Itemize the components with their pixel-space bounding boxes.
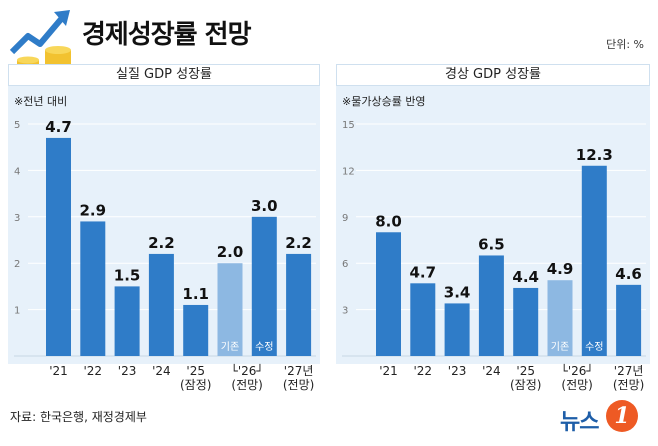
bar	[581, 165, 607, 356]
value-label: 1.5	[114, 266, 141, 284]
chart-title: 실질 GDP 성장률	[8, 64, 320, 86]
unit-label: 단위: %	[606, 38, 644, 51]
bar-inner-label: 기존	[221, 341, 239, 353]
value-label: 3.0	[251, 197, 278, 215]
value-label: 8.0	[375, 212, 402, 230]
chart-note: ※물가상승률 반영	[342, 95, 426, 108]
x-tick-label: '23	[448, 364, 467, 378]
bar	[547, 280, 573, 356]
bar	[478, 255, 504, 356]
x-tick-label: '24	[482, 364, 501, 378]
bar	[148, 253, 174, 356]
y-tick-label: 5	[14, 120, 20, 131]
bar-inner-label: 수정	[585, 341, 603, 353]
bar	[46, 137, 71, 356]
x-tick-label: '25	[516, 364, 535, 378]
x-tick-label: '27년	[614, 364, 644, 378]
y-tick-label: 15	[342, 120, 355, 131]
x-tick-label: └'26┘	[561, 363, 594, 378]
value-label: 1.1	[182, 285, 209, 303]
value-label: 6.5	[478, 235, 505, 253]
y-tick-label: 6	[342, 259, 348, 270]
value-label: 12.3	[576, 146, 613, 164]
y-tick-label: 4	[14, 166, 20, 177]
bar-inner-label: 기존	[551, 341, 569, 353]
brand-text: 뉴스	[560, 410, 599, 435]
x-tick-label: '25	[186, 364, 205, 378]
value-label: 4.9	[547, 260, 574, 278]
x-tick-label: (전망)	[613, 378, 644, 392]
value-label: 2.2	[285, 234, 312, 252]
x-tick-label: └'26┘	[231, 363, 264, 378]
x-tick-label: (잠정)	[510, 378, 541, 392]
y-tick-label: 1	[14, 306, 20, 317]
bar	[513, 287, 539, 356]
y-tick-label: 2	[14, 259, 20, 270]
bar	[616, 284, 642, 356]
value-label: 4.7	[410, 263, 437, 281]
x-tick-label: '23	[118, 364, 137, 378]
value-label: 4.7	[45, 118, 72, 136]
value-label: 2.0	[217, 243, 244, 261]
x-tick-label: '21	[379, 364, 398, 378]
bar	[376, 232, 401, 356]
x-tick-label: (전망)	[561, 378, 592, 392]
x-tick-label: '22	[414, 364, 433, 378]
news1-logo: 뉴스 1	[560, 400, 650, 436]
bar-inner-label: 수정	[255, 341, 273, 353]
x-tick-label: '22	[84, 364, 103, 378]
bar	[286, 253, 312, 356]
value-label: 4.4	[512, 268, 539, 286]
bar	[80, 221, 106, 356]
x-tick-label: (전망)	[283, 378, 314, 392]
bar	[183, 304, 209, 356]
source-note: 자료: 한국은행, 재정경제부	[10, 410, 147, 424]
y-tick-label: 3	[342, 306, 348, 317]
x-tick-label: '27년	[284, 364, 314, 378]
y-tick-label: 12	[342, 166, 355, 177]
bar	[410, 283, 436, 356]
y-tick-label: 3	[14, 213, 20, 224]
bar	[251, 216, 277, 356]
brand-badge: 1	[606, 400, 638, 432]
bar	[114, 286, 140, 356]
x-tick-label: (전망)	[231, 378, 262, 392]
value-label: 4.6	[615, 265, 642, 283]
bar	[217, 263, 243, 356]
page-title: 경제성장률 전망	[82, 20, 251, 50]
value-label: 2.2	[148, 234, 175, 252]
value-label: 2.9	[80, 201, 107, 219]
bar	[444, 303, 470, 356]
x-tick-label: (잠정)	[180, 378, 211, 392]
chart-title: 경상 GDP 성장률	[336, 64, 650, 86]
x-tick-label: '21	[49, 364, 68, 378]
y-tick-label: 9	[342, 213, 348, 224]
chart-note: ※전년 대비	[14, 95, 68, 108]
value-label: 3.4	[444, 283, 471, 301]
x-tick-label: '24	[152, 364, 171, 378]
